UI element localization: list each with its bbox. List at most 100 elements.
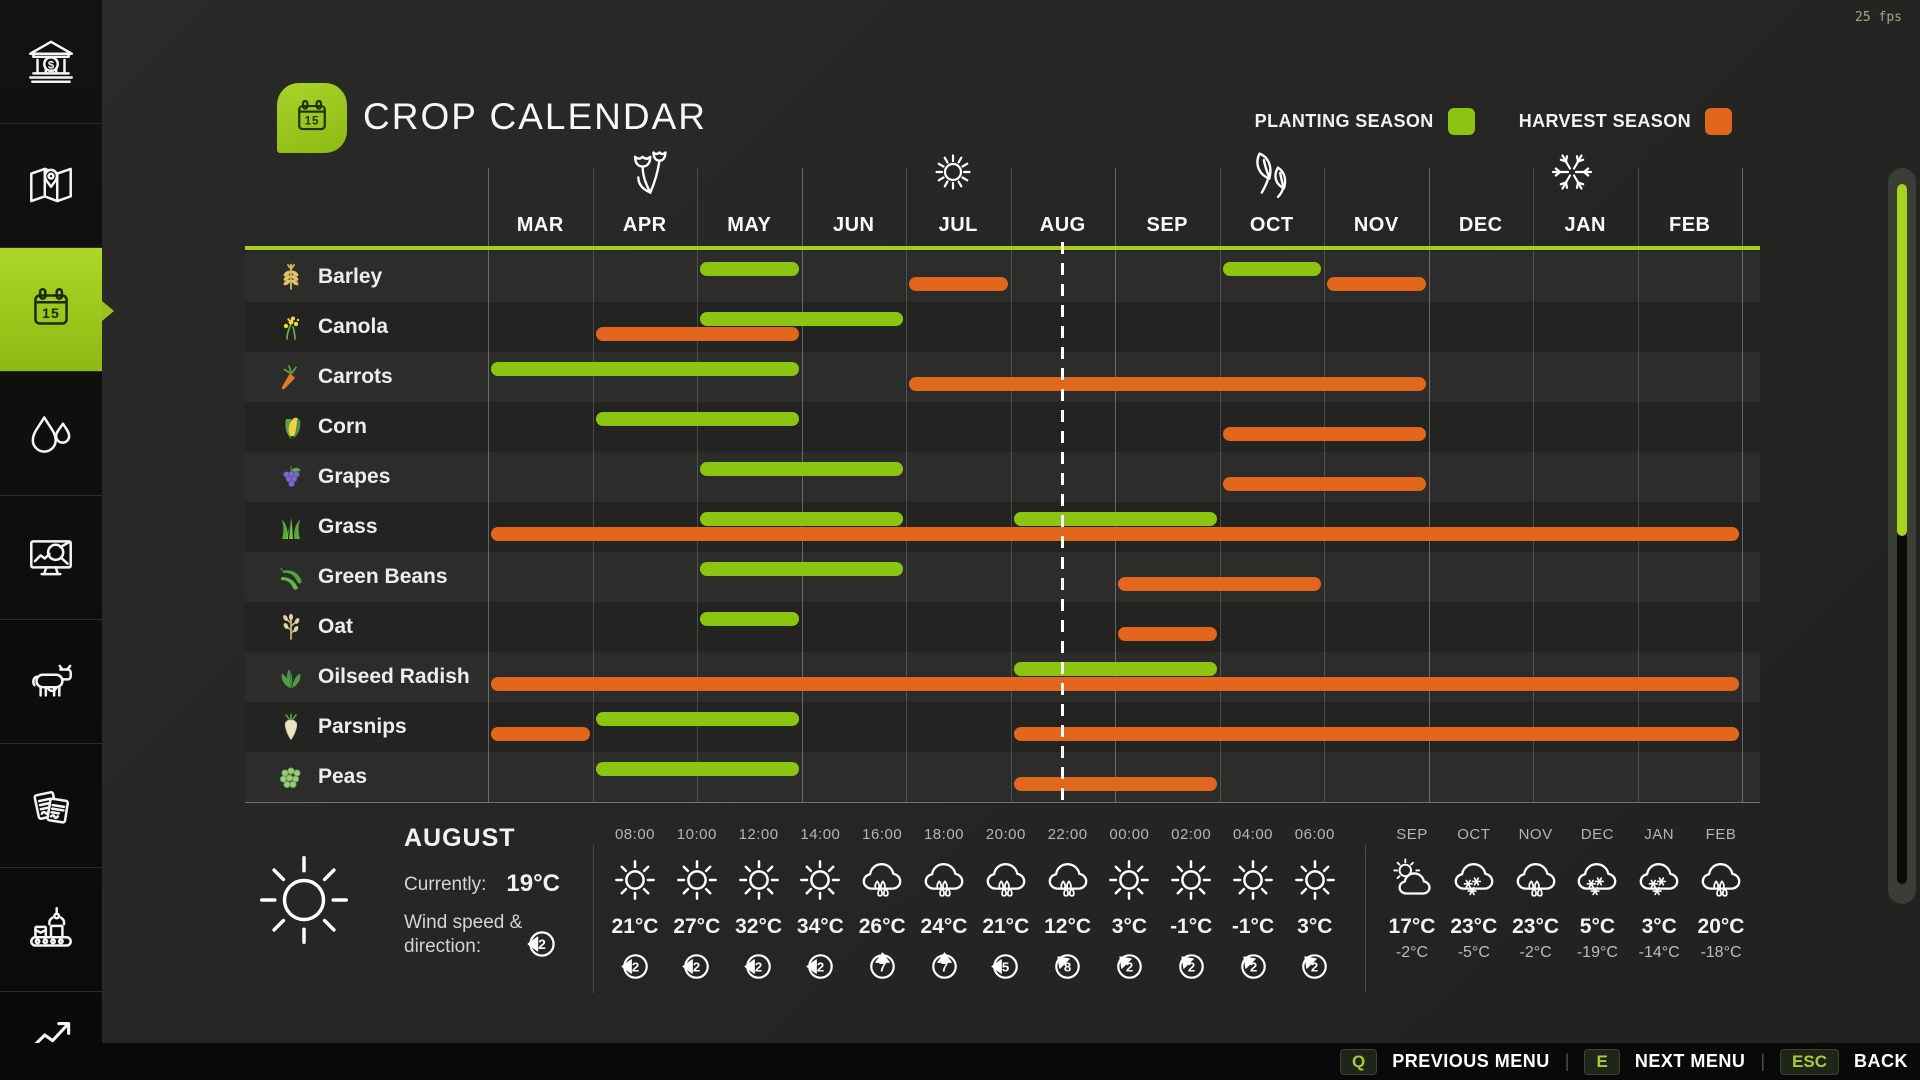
- month-label: AUG: [1039, 214, 1086, 236]
- crop-label: Barley: [318, 265, 383, 288]
- sidebar-item-production[interactable]: [0, 868, 102, 992]
- map-icon: [23, 158, 79, 214]
- svg-text:8: 8: [1064, 959, 1071, 974]
- wind-indicator: 2: [1176, 951, 1207, 982]
- corn-icon: [277, 413, 305, 441]
- harvest-bar: [1118, 577, 1321, 591]
- svg-text:2: 2: [1249, 959, 1256, 974]
- scrollbar-thumb[interactable]: [1897, 184, 1907, 536]
- low-temperature-label: -18°C: [1700, 944, 1742, 961]
- temperature-label: 26°C: [858, 915, 906, 938]
- snow-weather-icon: [1451, 857, 1497, 903]
- temperature-label: 34°C: [796, 915, 844, 938]
- crop-label: Canola: [318, 315, 389, 338]
- current-month-label: AUGUST: [404, 824, 516, 852]
- hourly-forecast-column: 08:00 21°C 2: [604, 826, 666, 982]
- monthly-forecast-column: DEC 5°C -19°C: [1566, 826, 1628, 962]
- crop-label: Grapes: [318, 465, 391, 488]
- hourly-forecast-column: 14:00 34°C 2: [789, 826, 851, 982]
- month-label: OCT: [1249, 214, 1294, 236]
- key-badge-e[interactable]: E: [1584, 1048, 1620, 1075]
- sidebar-item-contracts[interactable]: [0, 744, 102, 868]
- row-background: [245, 752, 1760, 802]
- high-temperature-label: 5°C: [1579, 915, 1616, 938]
- temperature-label: 21°C: [611, 915, 659, 938]
- planting-bar: [1013, 662, 1217, 676]
- crop-label: Oilseed Radish: [318, 665, 470, 688]
- canola-icon: [277, 313, 305, 341]
- grass-icon: [277, 513, 305, 541]
- sidebar-item-animals[interactable]: [0, 620, 102, 744]
- help-divider: |: [1564, 1051, 1570, 1071]
- harvest-bar: [1222, 427, 1426, 441]
- svg-text:2: 2: [693, 959, 700, 974]
- svg-text:2: 2: [1126, 959, 1133, 974]
- radish-icon: [277, 663, 305, 691]
- low-temperature-label: -14°C: [1638, 944, 1680, 961]
- rain-weather-icon: [1513, 857, 1559, 903]
- key-badge-esc[interactable]: ESC: [1780, 1048, 1839, 1075]
- sidebar-item-map[interactable]: [0, 124, 102, 248]
- row-background: [245, 302, 1760, 352]
- hourly-forecast-column: 22:00 12°C 8: [1037, 826, 1099, 982]
- crop-label: Carrots: [318, 365, 393, 388]
- time-label: 10:00: [676, 826, 717, 843]
- finances-icon: $: [23, 34, 79, 90]
- peas-icon: [277, 763, 305, 791]
- month-label: OCT: [1457, 826, 1491, 843]
- planting-bar: [595, 762, 799, 776]
- temperature-label: 21°C: [982, 915, 1030, 938]
- fps-counter: 25 fps: [1855, 10, 1902, 25]
- planting-bar: [700, 562, 903, 576]
- planting-bar: [700, 462, 903, 476]
- crop-label: Grass: [318, 515, 378, 538]
- monthly-forecast-column: SEP 17°C -2°C: [1381, 826, 1443, 962]
- rain-weather-icon: [859, 857, 905, 903]
- crop-label: Peas: [318, 765, 368, 788]
- month-gridline: [1533, 168, 1534, 802]
- month-gridline: [1115, 168, 1116, 802]
- temperature-label: 3°C: [1111, 915, 1148, 938]
- sidebar-item-finances[interactable]: $: [0, 0, 102, 124]
- month-label: JUN: [832, 214, 875, 236]
- sidebar-item-prices[interactable]: [0, 496, 102, 620]
- planting-bar: [700, 612, 799, 626]
- back-button[interactable]: BACK: [1854, 1051, 1908, 1071]
- next-menu-button[interactable]: NEXT MENU: [1634, 1051, 1746, 1071]
- low-temperature-label: -2°C: [1519, 944, 1552, 961]
- harvest-bar: [1013, 727, 1739, 741]
- sun-weather-icon: [612, 857, 658, 903]
- row-background: [245, 452, 1760, 502]
- rain-weather-icon: [1698, 857, 1744, 903]
- snow-weather-icon: [1574, 857, 1620, 903]
- harvest-bar: [909, 277, 1008, 291]
- active-item-arrow: [102, 301, 114, 321]
- time-label: 20:00: [985, 826, 1026, 843]
- planting-bar: [1222, 262, 1321, 276]
- month-label: JAN: [1564, 214, 1606, 236]
- month-gridline: [592, 168, 594, 802]
- month-gridline: [1742, 168, 1743, 802]
- time-label: 14:00: [800, 826, 841, 843]
- monthly-forecast-column: JAN 3°C -14°C: [1628, 826, 1690, 962]
- crop-calendar-badge-icon: 15: [277, 83, 347, 153]
- planting-bar: [700, 512, 903, 526]
- sidebar-item-calendar[interactable]: 15: [0, 248, 102, 372]
- sidebar-item-soil-water[interactable]: [0, 372, 102, 496]
- low-temperature-label: -19°C: [1576, 944, 1618, 961]
- key-badge-q[interactable]: Q: [1340, 1048, 1378, 1075]
- high-temperature-label: 23°C: [1512, 915, 1560, 938]
- harvest-season-label: HARVEST SEASON: [1518, 111, 1691, 131]
- svg-text:7: 7: [940, 959, 947, 974]
- planting-bar: [491, 362, 799, 376]
- prices-icon: [23, 530, 79, 586]
- time-label: 02:00: [1171, 826, 1212, 843]
- month-label: APR: [622, 214, 667, 236]
- previous-menu-button[interactable]: PREVIOUS MENU: [1392, 1051, 1550, 1071]
- wind-indicator: 2: [681, 951, 712, 982]
- month-gridline: [906, 168, 907, 802]
- current-wind-indicator: 2: [526, 928, 558, 960]
- high-temperature-label: 3°C: [1641, 915, 1677, 938]
- svg-text:2: 2: [1188, 959, 1195, 974]
